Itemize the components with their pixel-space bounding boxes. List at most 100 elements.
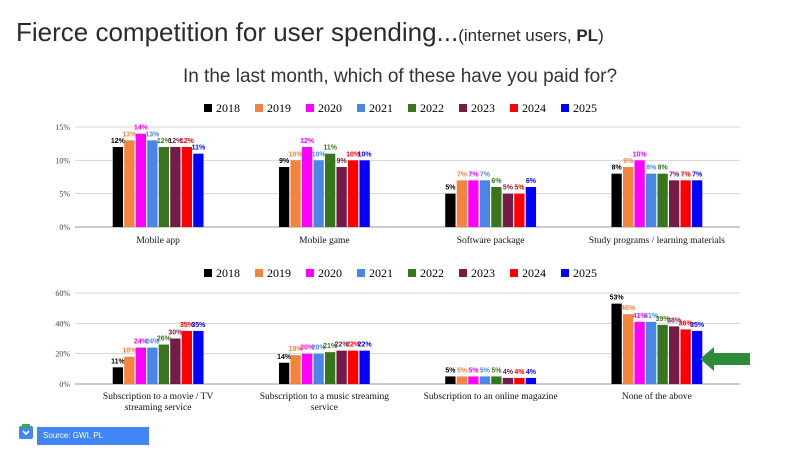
chart2-bar [301, 353, 313, 384]
chart1-legend-swatch [510, 104, 518, 112]
chart2-ytick-label: 60% [55, 289, 70, 298]
chart1-data-label: 7% [457, 171, 468, 178]
chart2-data-label: 24% [145, 339, 160, 346]
chart2-ytick-label: 40% [55, 319, 70, 328]
chart1-legend-label: 2019 [267, 101, 291, 115]
chart1-ytick-label: 0% [59, 223, 70, 232]
chart1-legend-swatch [306, 104, 314, 112]
chart2-data-label: 11% [111, 358, 125, 365]
chart2-legend-label: 2018 [216, 266, 240, 280]
chart2-data-label: 53% [610, 295, 625, 302]
chart1-data-label: 12% [157, 138, 172, 145]
chart2-legend-label: 2021 [369, 266, 393, 280]
chart2-data-label: 4% [503, 369, 514, 376]
chart1-bar [634, 160, 645, 227]
chart2-bar [479, 376, 491, 384]
chart1-legend-swatch [357, 104, 365, 112]
chart1-bar [479, 180, 491, 227]
chart2-bar [645, 321, 657, 384]
chart1-bar [124, 140, 135, 227]
chart1-bar [445, 193, 456, 227]
chart2-data-label: 24% [134, 339, 149, 346]
chart2-bar [634, 321, 645, 384]
chart1-category-label: Mobile game [299, 236, 349, 246]
chart1-data-label: 7% [681, 171, 692, 178]
chart2-data-label: 20% [312, 345, 327, 352]
chart2-bar [313, 353, 324, 384]
chart2-bar [147, 347, 158, 384]
chart2-data-label: 41% [644, 313, 659, 320]
chart1-data-label: 10% [346, 151, 361, 158]
chart1-data-label: 11% [323, 145, 337, 152]
chart1-legend-swatch [204, 104, 212, 112]
chart1-data-label: 5% [445, 185, 456, 192]
chart2-category-label: None of the above [622, 391, 692, 402]
chart1-bar [324, 153, 336, 227]
chart1-data-label: 8% [646, 165, 657, 172]
chart1-bar [193, 153, 204, 227]
chart2-data-label: 19% [289, 346, 304, 353]
chart2-category-label: service [311, 403, 338, 413]
chart1-data-label: 9% [337, 158, 348, 165]
title-country: PL [576, 26, 599, 45]
chart1-bar [278, 167, 290, 227]
chart1-data-label: 8% [658, 165, 669, 172]
chart2-data-label: 5% [480, 367, 491, 374]
chart2-category-label: Subscription to an online magazine [424, 392, 558, 402]
chart2-bar [135, 347, 147, 384]
chart2-data-label: 22% [346, 342, 361, 349]
chart1-data-label: 10% [289, 151, 304, 158]
slide-title: Fierce competition for user spending...(… [16, 17, 604, 48]
chart1-legend-label: 2022 [420, 101, 444, 115]
chart1-data-label: 12% [180, 138, 195, 145]
chart1-bar [514, 193, 525, 227]
chart2-legend-label: 2024 [522, 266, 546, 280]
chart1-data-label: 9% [279, 158, 290, 165]
chart2-bar [181, 330, 193, 384]
chart1-legend-swatch [408, 104, 416, 112]
chart2-data-label: 36% [679, 320, 694, 327]
chart2-bar [514, 377, 525, 384]
chart1-legend-label: 2020 [318, 101, 342, 115]
chart1-bar [680, 180, 691, 227]
chart1-ytick-label: 15% [55, 123, 70, 132]
chart2-data-label: 5% [457, 367, 468, 374]
chart2-data-label: 26% [157, 336, 172, 343]
chart1-legend-swatch [459, 104, 467, 112]
chart2-data-label: 4% [526, 369, 537, 376]
chart2-bar [347, 350, 359, 384]
title-paren-open: (internet users, [458, 26, 577, 45]
chart1-bar [347, 160, 359, 227]
chart1-bar [336, 167, 347, 227]
chart2-bar [691, 330, 703, 384]
chart1-data-label: 7% [669, 171, 680, 178]
chart2-bar [336, 350, 347, 384]
chart2-bar [324, 352, 336, 384]
chart1-legend-swatch [561, 104, 569, 112]
chart2-legend-swatch [510, 269, 518, 277]
chart2-bar [193, 330, 204, 384]
chart1-legend-swatch [255, 104, 263, 112]
chart2-bar [158, 344, 170, 384]
chart1-data-label: 13% [122, 131, 137, 138]
chart2-data-label: 46% [621, 305, 636, 312]
chart2-data-label: 39% [656, 316, 671, 323]
chart2-bar [622, 314, 634, 384]
chart1-data-label: 6% [491, 178, 502, 185]
chart2-bar [468, 376, 479, 384]
chart2-legend-swatch [459, 269, 467, 277]
chart1-bar [359, 160, 370, 227]
chart2-bar [525, 377, 537, 384]
chart2-bar [112, 367, 124, 384]
chart2-data-label: 5% [445, 367, 456, 374]
chart2-legend-swatch [204, 269, 212, 277]
chart2-data-label: 38% [667, 317, 682, 324]
chart2-bar [170, 338, 181, 384]
chart2-bar [491, 376, 502, 384]
chart2-data-label: 4% [514, 369, 525, 376]
chart2-bar [278, 362, 290, 384]
chart1-bar [525, 187, 537, 227]
chart2-bar [445, 376, 456, 384]
chart1-ytick-label: 5% [59, 190, 70, 199]
chart1-data-label: 9% [623, 158, 634, 165]
